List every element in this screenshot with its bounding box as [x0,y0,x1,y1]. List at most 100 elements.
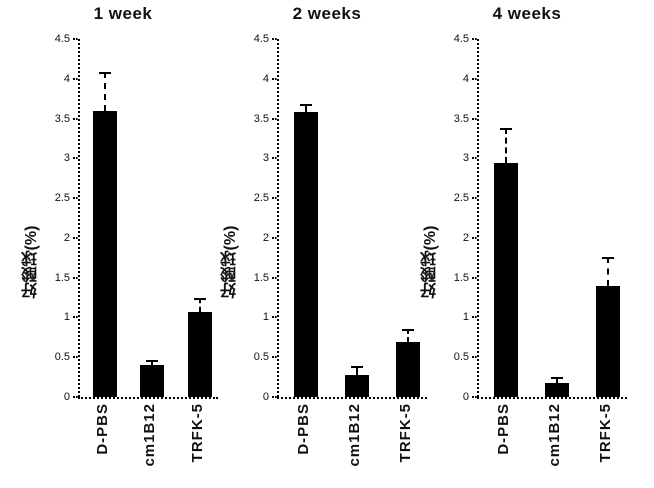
x-axis-2-weeks [277,397,427,399]
error-bar-4-weeks-trfk-5 [606,256,609,286]
y-tick-label-2-weeks: 0 [262,391,269,403]
y-tick-mark-1-week [73,197,78,200]
bar-2-weeks-d-pbs [293,112,318,397]
x-axis-label-4-weeks-d-pbs: D-PBS [494,403,512,455]
x-axis-label-2-weeks-cm1b12: cm1B12 [345,403,363,467]
error-bar-2-weeks-cm1b12 [355,365,358,375]
y-tick-label-4-weeks: 4 [462,72,469,85]
y-tick-label-2-weeks: 0.5 [253,351,269,364]
y-tick-label-1-week: 0.5 [54,351,70,364]
y-tick-label-1-week: 3.5 [54,112,70,125]
chart-title-2-weeks: 2 weeks [292,4,362,23]
y-tick-mark-2-weeks [272,236,277,239]
y-tick-label-2-weeks: 1.5 [253,271,269,284]
y-tick-mark-2-weeks [272,38,277,40]
x-axis-label-4-weeks-cm1b12: cm1B12 [545,403,563,467]
y-tick-mark-2-weeks [272,77,277,80]
error-bar-4-weeks-d-pbs [504,128,507,164]
y-tick-label-4-weeks: 2 [462,231,469,244]
y-tick-label-1-week: 1.5 [54,271,70,284]
y-tick-label-1-week: 1 [63,311,70,324]
y-tick-label-2-weeks: 3 [262,152,269,165]
y-tick-mark-1-week [73,236,78,239]
chart-title-1-week: 1 week [93,4,153,23]
error-bar-cap-1-week-cm1b12 [146,360,159,363]
bar-1-week-cm1b12 [140,365,165,397]
y-tick-label-2-weeks: 2.5 [253,192,269,205]
x-axis-label-1-week-cm1b12: cm1B12 [141,403,159,467]
y-tick-mark-2-weeks [272,157,277,160]
y-tick-label-4-weeks: 1.5 [453,271,469,284]
y-axis-2-weeks [277,39,279,397]
error-bar-cap-4-weeks-d-pbs [499,128,512,131]
y-tick-label-1-week: 4 [63,72,70,85]
bar-4-weeks-d-pbs [493,163,518,397]
y-tick-mark-4-weeks [472,157,477,160]
error-bar-cap-2-weeks-d-pbs [299,104,312,107]
x-axis-1-week [78,397,218,399]
y-tick-mark-4-weeks [472,197,477,200]
y-tick-label-1-week: 3 [63,152,70,165]
y-tick-mark-4-weeks [472,356,477,359]
y-tick-mark-1-week [73,276,78,279]
y-tick-mark-4-weeks [472,236,477,239]
x-axis-label-2-weeks-trfk-5: TRFK-5 [396,403,414,463]
error-bar-1-week-cm1b12 [151,360,154,366]
error-bar-cap-1-week-d-pbs [98,72,111,75]
y-tick-mark-4-weeks [472,276,477,279]
y-tick-label-2-weeks: 4 [262,72,269,85]
y-tick-label-4-weeks: 3.5 [453,112,469,125]
error-bar-1-week-d-pbs [103,72,106,111]
y-tick-mark-2-weeks [272,117,277,120]
bar-1-week-d-pbs [92,110,117,397]
y-tick-label-2-weeks: 1 [262,311,269,324]
error-bar-cap-2-weeks-cm1b12 [350,365,363,368]
bar-2-weeks-cm1b12 [344,374,369,397]
error-bar-2-weeks-trfk-5 [406,328,409,343]
x-axis-label-1-week-d-pbs: D-PBS [93,403,111,455]
y-tick-label-1-week: 4.5 [54,33,70,45]
y-tick-mark-1-week [73,157,78,160]
y-tick-label-4-weeks: 4.5 [453,33,469,45]
y-tick-label-2-weeks: 3.5 [253,112,269,125]
y-tick-mark-2-weeks [272,276,277,279]
y-axis-4-weeks [477,39,479,397]
y-tick-mark-2-weeks [272,396,277,398]
y-tick-mark-1-week [73,316,78,319]
y-tick-label-4-weeks: 1 [462,311,469,324]
y-tick-label-4-weeks: 2.5 [453,192,469,205]
y-tick-label-2-weeks: 4.5 [253,33,269,45]
error-bar-cap-4-weeks-trfk-5 [601,256,614,259]
y-tick-mark-4-weeks [472,117,477,120]
y-tick-mark-1-week [73,396,78,398]
y-tick-label-4-weeks: 0.5 [453,351,469,364]
y-tick-mark-1-week [73,38,78,40]
x-axis-label-4-weeks-trfk-5: TRFK-5 [596,403,614,463]
y-tick-mark-2-weeks [272,356,277,359]
bar-4-weeks-trfk-5 [595,285,620,397]
error-bar-2-weeks-d-pbs [304,104,307,113]
y-tick-mark-2-weeks [272,197,277,200]
y-tick-mark-2-weeks [272,316,277,319]
y-tick-label-1-week: 0 [63,391,70,403]
error-bar-cap-2-weeks-trfk-5 [401,328,414,331]
y-tick-mark-1-week [73,117,78,120]
error-bar-cap-1-week-trfk-5 [193,298,206,301]
x-axis-4-weeks [477,397,627,399]
y-tick-label-1-week: 2.5 [54,192,70,205]
error-bar-4-weeks-cm1b12 [555,377,558,383]
y-tick-mark-1-week [73,77,78,80]
y-tick-mark-4-weeks [472,38,477,40]
bar-2-weeks-trfk-5 [395,342,420,397]
y-tick-label-1-week: 2 [63,231,70,244]
y-axis-1-week [78,39,80,397]
y-tick-mark-4-weeks [472,77,477,80]
bar-1-week-trfk-5 [187,311,212,397]
error-bar-1-week-trfk-5 [198,298,201,312]
y-tick-mark-4-weeks [472,316,477,319]
y-tick-label-4-weeks: 3 [462,152,469,165]
error-bar-cap-4-weeks-cm1b12 [550,377,563,380]
bar-4-weeks-cm1b12 [544,382,569,397]
y-tick-mark-1-week [73,356,78,359]
